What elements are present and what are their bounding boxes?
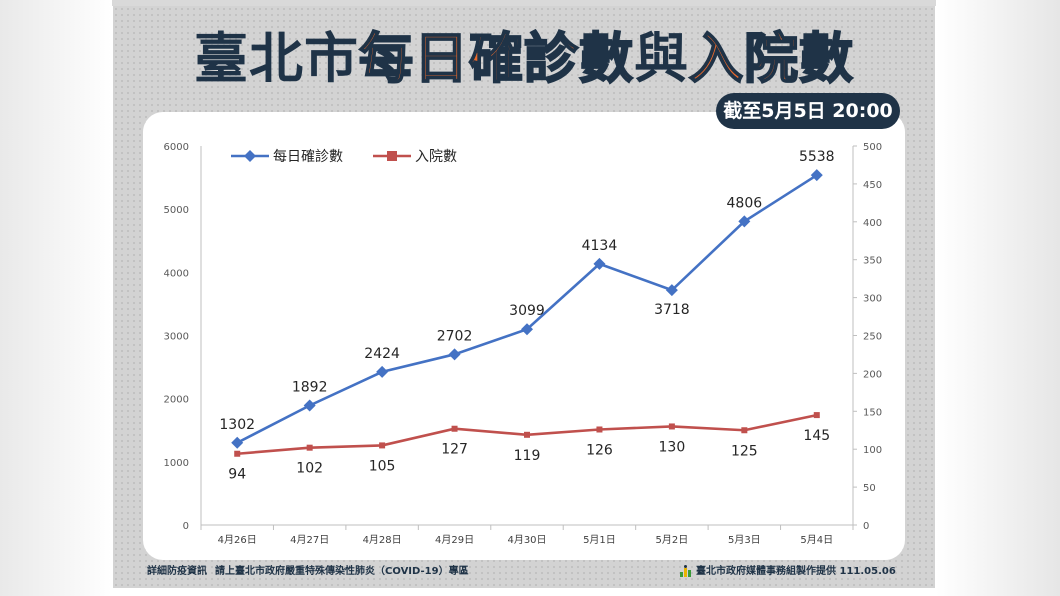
taipei-gov-logo-icon xyxy=(680,565,691,577)
data-point-daily xyxy=(810,169,823,182)
y-right-tick-label: 450 xyxy=(863,180,882,191)
data-label-hospitalized: 145 xyxy=(803,428,830,444)
footer-info-text: 請上臺北市政府嚴重特殊傳染性肺炎（COVID-19）專區 xyxy=(215,566,469,577)
y-right-tick-label: 500 xyxy=(863,142,882,153)
line-chart: 0 1000 2000 3000 4000 5000 6000 0 50 100 150 200 250… xyxy=(164,142,883,546)
legend-label-daily: 每日確診數 xyxy=(273,149,343,165)
headline-and: 與 xyxy=(634,27,689,90)
headline-daily: 每日確診數 xyxy=(358,26,634,91)
data-point-daily xyxy=(448,348,461,361)
data-point-daily xyxy=(303,399,316,412)
footer-info-label: 詳細防疫資訊 xyxy=(147,566,207,577)
data-point-hospitalized xyxy=(234,450,241,457)
headline-hosp: 入院數 xyxy=(688,26,854,91)
legend-marker-daily xyxy=(244,150,256,162)
legend-marker-hospitalized xyxy=(387,151,397,161)
data-point-hospitalized xyxy=(379,442,386,449)
data-point-hospitalized xyxy=(668,423,675,430)
x-tick-label: 5月2日 xyxy=(656,534,689,546)
y-left-tick-label: 5000 xyxy=(164,205,189,216)
data-label-daily: 1892 xyxy=(292,379,328,395)
y-right-tick-label: 400 xyxy=(863,218,882,229)
data-label-hospitalized: 127 xyxy=(441,442,468,458)
data-point-hospitalized xyxy=(451,425,458,432)
data-point-daily xyxy=(521,323,533,336)
data-point-hospitalized xyxy=(524,431,530,438)
y-right-tick-label: 250 xyxy=(863,332,882,343)
date-badge: 截至5月5日 20:00 xyxy=(716,93,900,129)
data-point-daily xyxy=(665,284,678,297)
data-label-daily: 4806 xyxy=(727,195,763,211)
x-tick-label: 4月29日 xyxy=(435,534,474,546)
data-point-hospitalized xyxy=(741,427,748,434)
y-left-tick-label: 1000 xyxy=(164,458,189,469)
y-right-tick-label: 350 xyxy=(863,256,882,267)
footer-credit: 臺北市政府媒體事務組製作提供 111.05.06 xyxy=(679,564,896,580)
data-label-hospitalized: 94 xyxy=(228,467,246,483)
data-point-daily xyxy=(593,257,606,270)
y-right-tick-label: 50 xyxy=(863,483,876,494)
infographic-poster: 臺北市每日確診數與入院數 0 1000 2000 3000 4000 5000 6000 0 5… xyxy=(113,6,935,588)
data-label-hospitalized: 125 xyxy=(731,443,758,459)
right-margin xyxy=(936,0,1060,596)
y-right-tick-label: 150 xyxy=(863,407,882,418)
x-tick-label: 5月1日 xyxy=(583,534,616,546)
x-tick-label: 5月3日 xyxy=(728,534,761,546)
footer-credit-text: 臺北市政府媒體事務組製作提供 111.05.06 xyxy=(696,566,896,577)
x-tick-label: 4月28日 xyxy=(363,534,402,546)
data-label-hospitalized: 126 xyxy=(586,442,613,458)
data-point-hospitalized xyxy=(813,412,820,419)
data-point-hospitalized xyxy=(306,444,313,451)
x-tick-label: 4月27日 xyxy=(290,534,329,546)
data-label-daily: 3099 xyxy=(509,303,545,319)
y-left-tick-label: 2000 xyxy=(164,395,189,406)
data-point-hospitalized xyxy=(596,426,603,433)
legend-label-hospitalized: 入院數 xyxy=(415,149,457,165)
data-label-daily: 1302 xyxy=(219,417,255,433)
data-label-daily: 5538 xyxy=(799,149,835,165)
y-left-tick-label: 6000 xyxy=(164,142,189,153)
left-margin xyxy=(0,0,112,596)
y-right-tick-label: 100 xyxy=(863,445,882,456)
data-label-daily: 2702 xyxy=(437,328,473,344)
x-tick-label: 5月4日 xyxy=(800,534,833,546)
y-right-tick-label: 0 xyxy=(863,521,869,532)
headline-city: 臺北市 xyxy=(194,27,359,90)
footer-info: 詳細防疫資訊 請上臺北市政府嚴重特殊傳染性肺炎（COVID-19）專區 xyxy=(147,564,469,580)
chart-card: 0 1000 2000 3000 4000 5000 6000 0 50 100 150 200 250… xyxy=(143,112,905,560)
data-label-hospitalized: 102 xyxy=(296,461,323,477)
x-tick-label: 4月30日 xyxy=(507,534,546,546)
data-point-daily xyxy=(231,436,244,449)
data-label-daily: 3718 xyxy=(654,302,690,318)
y-left-tick-label: 0 xyxy=(183,521,189,532)
y-left-tick-label: 3000 xyxy=(164,332,189,343)
data-label-daily: 4134 xyxy=(582,238,618,254)
y-right-tick-label: 200 xyxy=(863,369,882,380)
data-label-daily: 2424 xyxy=(364,346,400,362)
top-strip xyxy=(0,0,1060,6)
data-label-hospitalized: 130 xyxy=(659,439,686,455)
headline: 臺北市每日確診數與入院數 xyxy=(113,26,935,92)
y-left-tick-label: 4000 xyxy=(164,268,189,279)
y-right-tick-label: 300 xyxy=(863,294,882,305)
data-label-hospitalized: 119 xyxy=(514,448,541,464)
x-tick-label: 4月26日 xyxy=(218,534,257,546)
data-point-daily xyxy=(376,365,389,378)
data-label-hospitalized: 105 xyxy=(369,458,396,474)
data-point-daily xyxy=(738,215,751,228)
